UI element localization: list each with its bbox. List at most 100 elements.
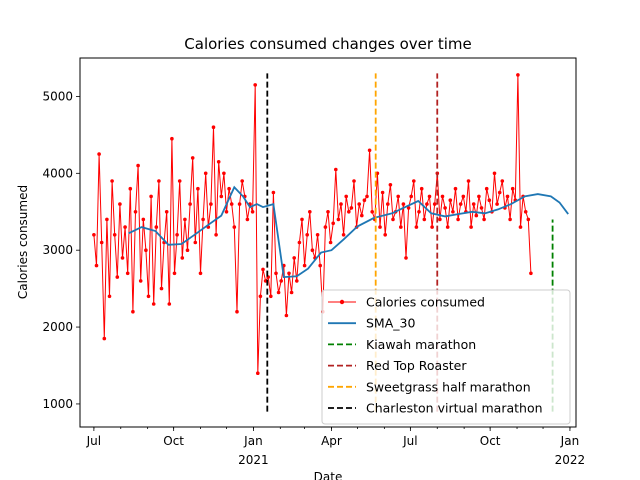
data-point — [222, 171, 226, 176]
data-point — [144, 248, 148, 252]
data-point — [487, 198, 492, 202]
data-point — [120, 256, 125, 260]
data-point — [99, 240, 104, 245]
data-point — [362, 198, 367, 202]
data-point — [151, 302, 156, 306]
data-point — [123, 225, 127, 229]
data-point — [136, 163, 140, 168]
data-point — [97, 152, 101, 156]
data-point — [518, 225, 523, 229]
data-point — [167, 302, 172, 306]
data-point — [409, 194, 414, 199]
x-axis: Jul Oct Jan 2021 Apr Jul Oct Jan 2022 — [86, 427, 585, 467]
data-point — [214, 233, 218, 237]
y-axis-label: Calories consumed — [16, 185, 30, 299]
legend-label: Kiawah marathon — [366, 337, 476, 352]
x-tick-year-label: 2021 — [238, 453, 269, 467]
series-line-sma-30 — [128, 185, 569, 279]
data-point — [224, 210, 229, 214]
data-point — [386, 202, 390, 206]
data-point — [227, 186, 231, 191]
y-tick-label: 3000 — [42, 243, 73, 257]
data-point — [198, 271, 203, 276]
data-point — [118, 202, 122, 206]
data-point — [492, 171, 497, 176]
legend-label: SMA_30 — [366, 316, 415, 331]
data-point — [344, 194, 349, 199]
data-point — [289, 290, 294, 295]
legend-item-charleston-virtual-marathon: Charleston virtual marathon — [328, 401, 543, 416]
data-point — [154, 225, 159, 229]
data-point — [412, 179, 416, 183]
data-point — [274, 271, 278, 276]
x-axis-label: Date — [314, 470, 343, 480]
data-point — [404, 256, 408, 260]
data-point — [471, 202, 476, 206]
data-point — [523, 210, 528, 214]
data-point — [177, 179, 182, 183]
data-point — [172, 271, 177, 276]
data-point — [149, 194, 153, 199]
data-point — [347, 210, 351, 214]
data-point — [500, 179, 505, 183]
data-point — [245, 217, 250, 222]
data-point — [425, 202, 429, 206]
data-point — [131, 309, 135, 314]
data-point — [305, 233, 310, 237]
data-point — [378, 225, 382, 229]
legend-label: Sweetgrass half marathon — [366, 379, 531, 394]
y-tick-label: 1000 — [42, 397, 73, 411]
data-point — [295, 279, 299, 283]
data-point — [292, 256, 297, 260]
data-point — [297, 240, 302, 245]
data-point — [159, 286, 164, 291]
data-point — [146, 294, 151, 299]
data-point — [188, 202, 192, 206]
data-point — [495, 202, 499, 206]
data-point — [360, 213, 364, 218]
data-point — [401, 202, 406, 206]
data-point — [102, 336, 107, 341]
data-point — [336, 217, 341, 222]
data-point — [339, 202, 343, 206]
data-point — [300, 217, 304, 222]
data-point — [516, 73, 520, 77]
data-point — [269, 294, 273, 299]
data-point — [352, 179, 356, 183]
data-point — [526, 217, 531, 222]
y-tick-label: 5000 — [42, 89, 73, 103]
data-point — [170, 136, 174, 141]
data-point — [219, 194, 224, 199]
data-point — [367, 148, 372, 153]
legend-item-sweetgrass-half-marathon: Sweetgrass half marathon — [328, 379, 531, 394]
data-point — [430, 225, 434, 229]
data-point — [183, 217, 187, 222]
legend-label: Red Top Roaster — [366, 358, 467, 373]
data-point — [510, 186, 515, 191]
legend-marker — [339, 299, 345, 305]
data-point — [105, 217, 109, 222]
data-point — [380, 190, 385, 195]
data-point — [422, 217, 427, 222]
data-point — [466, 179, 471, 183]
data-point — [310, 248, 315, 252]
data-point — [284, 313, 289, 318]
data-point — [497, 190, 502, 195]
data-point — [196, 186, 200, 191]
plot-frame — [79, 57, 577, 428]
data-point — [451, 210, 455, 214]
data-point — [399, 225, 403, 229]
chart-title: Calories consumed changes over time — [184, 35, 471, 53]
y-tick-label: 4000 — [42, 166, 73, 180]
data-point — [193, 240, 198, 245]
data-point — [417, 210, 421, 214]
data-point — [216, 160, 221, 164]
data-point — [250, 210, 255, 214]
data-point — [211, 125, 216, 129]
data-point — [456, 217, 460, 222]
data-point — [190, 156, 195, 160]
x-tick-label: Jan — [560, 434, 580, 448]
data-point — [505, 194, 510, 199]
data-point — [440, 194, 445, 199]
data-point — [508, 217, 512, 222]
